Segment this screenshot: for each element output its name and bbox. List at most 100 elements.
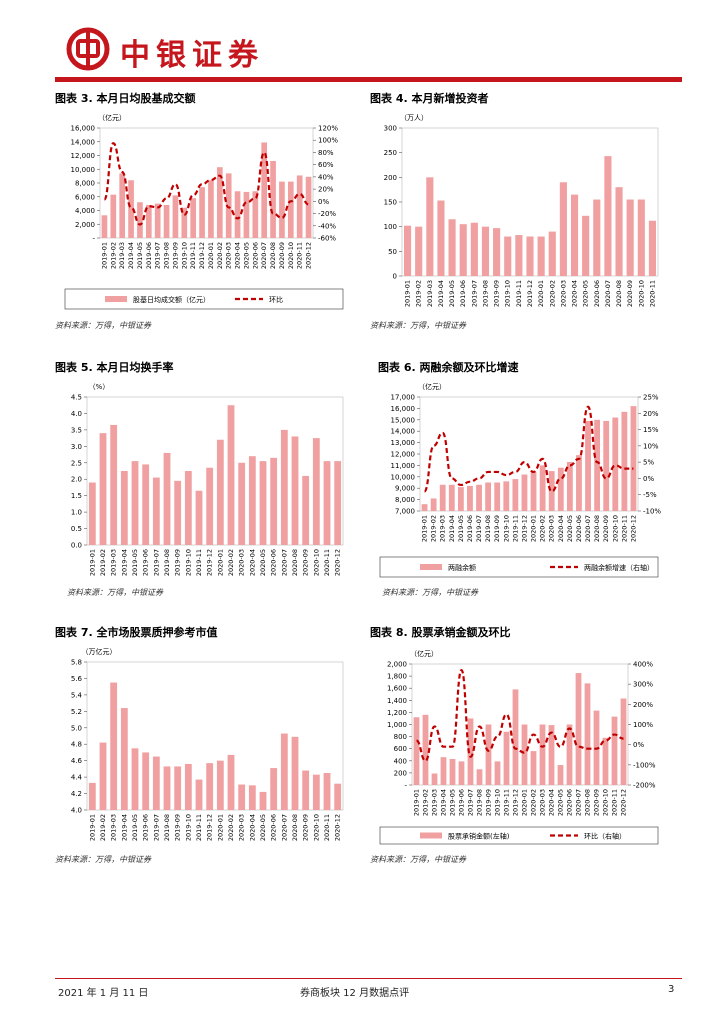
x-tick-label: 2019-02 — [422, 789, 430, 816]
x-tick-label: 2019-06 — [466, 515, 474, 542]
x-tick-label: 2020-08 — [615, 280, 623, 307]
y2-tick-label: 120% — [318, 125, 338, 133]
x-tick-label: 2020-04 — [571, 280, 579, 307]
chart-title: 图表 7. 全市场股票质押参考市值 — [55, 626, 218, 639]
x-tick-label: 2019-07 — [470, 280, 478, 307]
y-tick-label: 300 — [384, 125, 397, 133]
bar — [494, 482, 501, 511]
x-tick-label: 2020-07 — [280, 549, 288, 576]
bar — [287, 181, 294, 238]
bar — [582, 215, 590, 276]
bar — [437, 200, 445, 276]
y2-tick-label: 80% — [318, 149, 334, 157]
bar — [195, 490, 203, 545]
chart-8: 图表 8. 股票承销金额及环比 （亿元） - 200 400 600 800 1,000 1,… — [370, 622, 670, 867]
x-tick-label: 2020-05 — [259, 549, 267, 576]
y-axis-unit: （亿元） — [98, 113, 126, 122]
bar — [88, 482, 96, 545]
y-tick-label: 4.8 — [71, 741, 82, 749]
bar — [612, 417, 619, 511]
x-tick-label: 2019-06 — [142, 814, 150, 841]
x-tick-label: 2020-12 — [629, 515, 637, 542]
x-tick-label: 2019-03 — [439, 515, 447, 542]
x-tick-label: 2019-02 — [99, 814, 107, 841]
x-tick-label: 2019-03 — [110, 549, 118, 576]
page-number: 3 — [668, 984, 675, 995]
x-tick-label: 2019-11 — [503, 789, 511, 816]
bar — [530, 472, 537, 511]
bar — [270, 457, 278, 545]
chart-7: 图表 7. 全市场股票质押参考市值 （万亿元） 4.0 4.2 4.4 4.6 4.8 5.… — [55, 622, 355, 867]
x-tick-label: 2020-12 — [334, 814, 342, 841]
y-tick-label: 5.6 — [71, 675, 83, 683]
bar — [476, 769, 483, 785]
bar — [248, 456, 256, 545]
x-tick-label: 2020-09 — [602, 515, 610, 542]
bar — [279, 181, 285, 238]
bar — [312, 774, 320, 810]
bar — [195, 779, 203, 810]
x-tick-label: 2020-03 — [238, 549, 246, 576]
bar — [184, 763, 192, 810]
bar — [259, 461, 267, 545]
x-tick-label: 2019-01 — [88, 549, 96, 576]
x-tick-label: 2019-08 — [163, 242, 171, 269]
bar — [448, 219, 456, 276]
x-tick-label: 2020-04 — [234, 242, 242, 269]
bar — [225, 173, 232, 238]
x-tick-label: 2020-07 — [575, 789, 583, 816]
bar — [602, 737, 609, 785]
y2-tick-label: -60% — [318, 235, 336, 243]
footer-report-title: 券商板块 12 月数据点评 — [300, 988, 410, 999]
chart-svg: （%） 0.0 0.5 1.0 1.5 2.0 2.5 3.0 3.5 4.0 4.5 2019-01… — [71, 383, 344, 576]
x-tick-label: 2019-06 — [459, 280, 467, 307]
y-tick-label: 2.0 — [71, 476, 82, 484]
y-tick-label: 1,800 — [387, 673, 407, 681]
x-tick-label: 2020-07 — [604, 280, 612, 307]
x-tick-label: 2020-07 — [280, 814, 288, 841]
chart-6: 图表 6. 两融余额及环比增速 （亿元） 7,000 8,000 9,000 10,00… — [370, 357, 670, 602]
x-tick-label: 2020-05 — [242, 242, 250, 269]
bar — [206, 467, 214, 545]
x-tick-label: 2019-08 — [484, 515, 492, 542]
bar — [620, 698, 627, 785]
y2-tick-label: -100% — [633, 761, 656, 769]
x-tick-label: 2020-12 — [334, 549, 342, 576]
x-tick-label: 2019-08 — [163, 549, 171, 576]
bar — [537, 236, 545, 276]
x-tick-label: 2020-06 — [270, 549, 278, 576]
bar — [334, 783, 342, 810]
y2-tick-label: 15% — [643, 426, 659, 434]
plot-frame — [86, 661, 344, 811]
bar — [302, 770, 310, 810]
y-tick-label: 4.0 — [71, 807, 82, 815]
chart-title: 图表 5. 本月日均换手率 — [55, 361, 174, 374]
chart-svg: （万亿元） 4.0 4.2 4.4 4.6 4.8 5.0 5.2 5.4 5.6 5.8 2019-… — [71, 647, 344, 841]
y2-tick-label: 300% — [633, 681, 653, 689]
bar — [323, 461, 331, 545]
x-tick-label: 2019-10 — [180, 242, 188, 269]
x-tick-label: 2019-09 — [174, 814, 182, 841]
bar — [120, 708, 128, 810]
bar — [459, 224, 467, 276]
bar — [404, 225, 412, 276]
x-tick-label: 2019-11 — [515, 280, 523, 307]
y-tick-label: 200 — [394, 769, 407, 777]
x-tick-label: 2020-05 — [566, 515, 574, 542]
x-tick-label: 2019-09 — [171, 242, 179, 269]
y-tick-label: 4.5 — [71, 394, 82, 402]
y-tick-label: 5.2 — [71, 708, 82, 716]
x-tick-label: 2019-07 — [154, 242, 162, 269]
x-tick-label: 2019-12 — [526, 280, 534, 307]
x-tick-label: 2019-07 — [152, 549, 160, 576]
y-tick-label: 4.0 — [71, 410, 82, 418]
x-tick-label: 2020-09 — [302, 549, 310, 576]
x-tick-label: 2019-02 — [109, 242, 117, 269]
chart-title: 图表 6. 两融余额及环比增速 — [378, 361, 519, 374]
x-tick-label: 2019-07 — [152, 814, 160, 841]
x-tick-label: 2020-06 — [566, 789, 574, 816]
bar — [154, 203, 161, 238]
chart-title: 图表 8. 股票承销金额及环比 — [370, 626, 511, 639]
y-tick-label: 16,000 — [71, 125, 96, 133]
bar — [648, 220, 656, 276]
